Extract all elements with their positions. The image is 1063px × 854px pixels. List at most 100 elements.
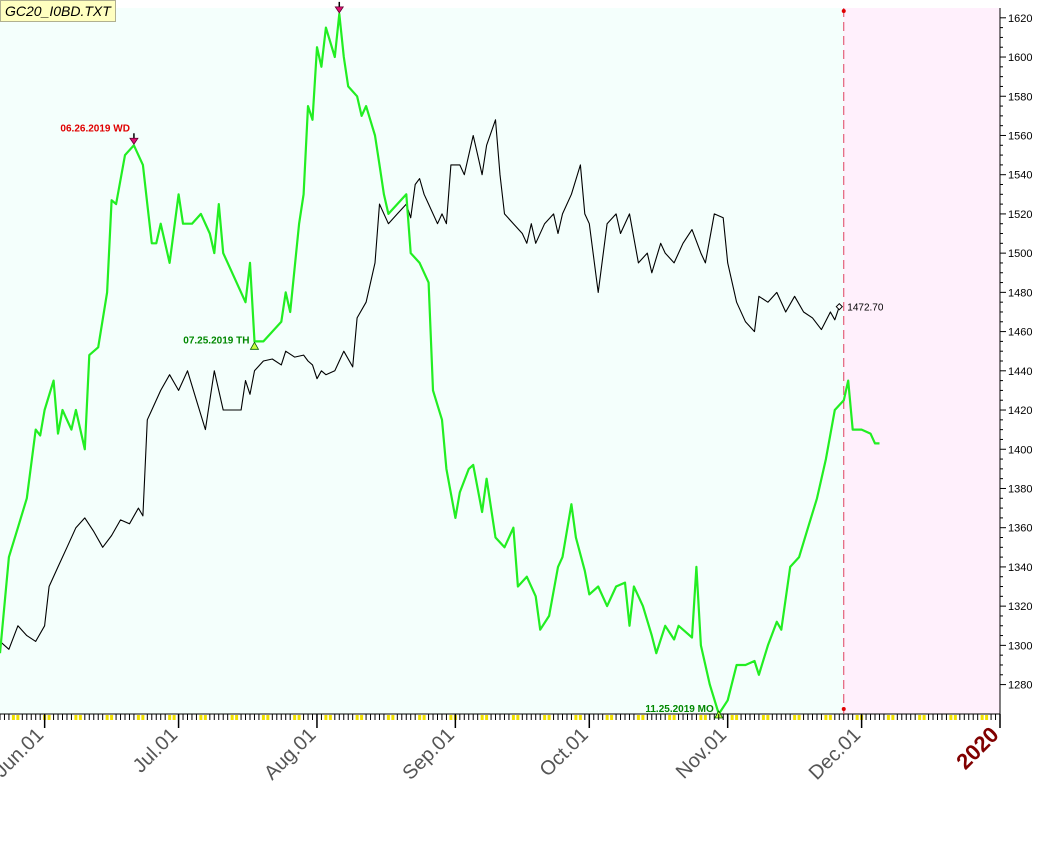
x-weekend-mark <box>480 715 484 720</box>
y-tick-label: 1580 <box>1008 91 1032 103</box>
x-weekend-mark <box>16 715 20 720</box>
x-tick-label: Jun.01 <box>0 724 48 782</box>
history-background <box>0 8 844 714</box>
x-weekend-mark <box>922 715 926 720</box>
y-tick-label: 1540 <box>1008 170 1032 182</box>
y-tick-label: 1280 <box>1008 680 1032 692</box>
x-weekend-mark <box>203 715 207 720</box>
forecast-divider-marker-top <box>841 9 846 13</box>
y-tick-label: 1400 <box>1008 444 1032 456</box>
x-weekend-mark <box>547 715 551 720</box>
y-tick-label: 1480 <box>1008 287 1032 299</box>
annotation-layer: 06.26.2019 WD 07.25.2019 TH 08.13.2019 TU 1… <box>60 0 724 719</box>
x-weekend-mark <box>418 715 422 720</box>
x-weekend-mark <box>672 715 676 720</box>
y-axis: 1280 1300 1320 1340 1360 1380 1400 1420 1440 1460… <box>1000 13 1032 692</box>
y-tick-label: 1340 <box>1008 562 1032 574</box>
x-axis: Jun.01 Jul.01 Aug.01 Sep.01 Oct.01 Nov.01 Dec.… <box>0 714 1004 784</box>
y-tick-label: 1360 <box>1008 523 1032 535</box>
x-weekend-mark <box>766 715 770 720</box>
x-tick-label: Oct.01 <box>536 724 593 781</box>
x-weekend-mark <box>511 715 515 720</box>
y-tick-label: 1320 <box>1008 601 1032 613</box>
x-weekend-mark <box>980 715 984 720</box>
chart-title: GC20_I0BD.TXT <box>0 0 116 22</box>
x-tick-label: Dec.01 <box>805 724 865 784</box>
x-weekend-mark <box>449 715 453 720</box>
price-line <box>0 119 840 650</box>
x-weekend-mark <box>761 715 765 720</box>
x-weekend-mark <box>391 715 395 720</box>
x-weekend-mark <box>360 715 364 720</box>
x-weekend-mark <box>297 715 301 720</box>
x-weekend-mark <box>543 715 547 720</box>
x-weekend-mark <box>949 715 953 720</box>
peak-arrow-icon <box>334 6 345 14</box>
x-weekend-mark <box>235 715 239 720</box>
x-weekend-mark <box>610 715 614 720</box>
x-weekend-mark <box>105 715 109 720</box>
peak-label: 08.13.2019 TU <box>269 0 335 3</box>
x-weekend-mark <box>578 715 582 720</box>
x-weekend-mark <box>266 715 270 720</box>
x-weekend-mark <box>824 715 828 720</box>
x-weekend-mark <box>636 715 640 720</box>
x-weekend-mark <box>199 715 203 720</box>
trough-arrow-icon <box>249 341 260 350</box>
x-weekend-mark <box>668 715 672 720</box>
x-weekend-mark <box>78 715 82 720</box>
x-tick-label: Sep.01 <box>399 724 459 784</box>
series-layer: 1472.70 <box>0 12 884 716</box>
x-weekend-mark <box>516 715 520 720</box>
trough-label: 07.25.2019 TH <box>183 335 249 346</box>
x-weekend-mark <box>110 715 114 720</box>
x-weekend-mark <box>328 715 332 720</box>
x-weekend-mark <box>386 715 390 720</box>
x-weekend-mark <box>953 715 957 720</box>
y-tick-label: 1420 <box>1008 405 1032 417</box>
x-weekend-mark <box>324 715 328 720</box>
x-weekend-mark <box>703 715 707 720</box>
x-weekend-mark <box>918 715 922 720</box>
x-weekend-mark <box>605 715 609 720</box>
peak-arrow-icon <box>129 137 139 145</box>
x-tick-label: Jul.01 <box>129 724 182 777</box>
y-tick-label: 1300 <box>1008 640 1032 652</box>
y-tick-label: 1500 <box>1008 248 1032 260</box>
y-tick-label: 1600 <box>1008 52 1032 64</box>
x-weekend-mark <box>574 715 578 720</box>
x-weekend-mark <box>793 715 797 720</box>
x-weekend-mark <box>828 715 832 720</box>
forecast-line <box>0 12 880 716</box>
y-tick-label: 1460 <box>1008 327 1032 339</box>
x-weekend-mark <box>730 715 734 720</box>
x-weekend-mark <box>11 715 15 720</box>
x-weekend-mark <box>74 715 78 720</box>
x-tick-label: 2020 <box>951 722 1003 774</box>
x-weekend-mark <box>261 715 265 720</box>
x-weekend-mark <box>168 715 172 720</box>
y-tick-label: 1620 <box>1008 13 1032 25</box>
x-weekend-mark <box>641 715 645 720</box>
x-weekend-mark <box>136 715 140 720</box>
forecast-background <box>843 8 1000 714</box>
x-weekend-mark <box>797 715 801 720</box>
x-weekend-mark <box>855 715 859 720</box>
x-weekend-mark <box>141 715 145 720</box>
y-tick-label: 1380 <box>1008 483 1032 495</box>
x-weekend-mark <box>699 715 703 720</box>
y-tick-label: 1440 <box>1008 366 1032 378</box>
y-tick-label: 1520 <box>1008 209 1032 221</box>
x-tick-label: Nov.01 <box>672 724 731 783</box>
x-weekend-mark <box>293 715 297 720</box>
x-weekend-mark <box>891 715 895 720</box>
x-weekend-mark <box>485 715 489 720</box>
x-weekend-mark <box>735 715 739 720</box>
x-tick-label: Aug.01 <box>260 724 320 784</box>
x-weekend-mark <box>985 715 989 720</box>
x-weekend-mark <box>355 715 359 720</box>
y-tick-label: 1560 <box>1008 130 1032 142</box>
x-weekend-mark <box>230 715 234 720</box>
